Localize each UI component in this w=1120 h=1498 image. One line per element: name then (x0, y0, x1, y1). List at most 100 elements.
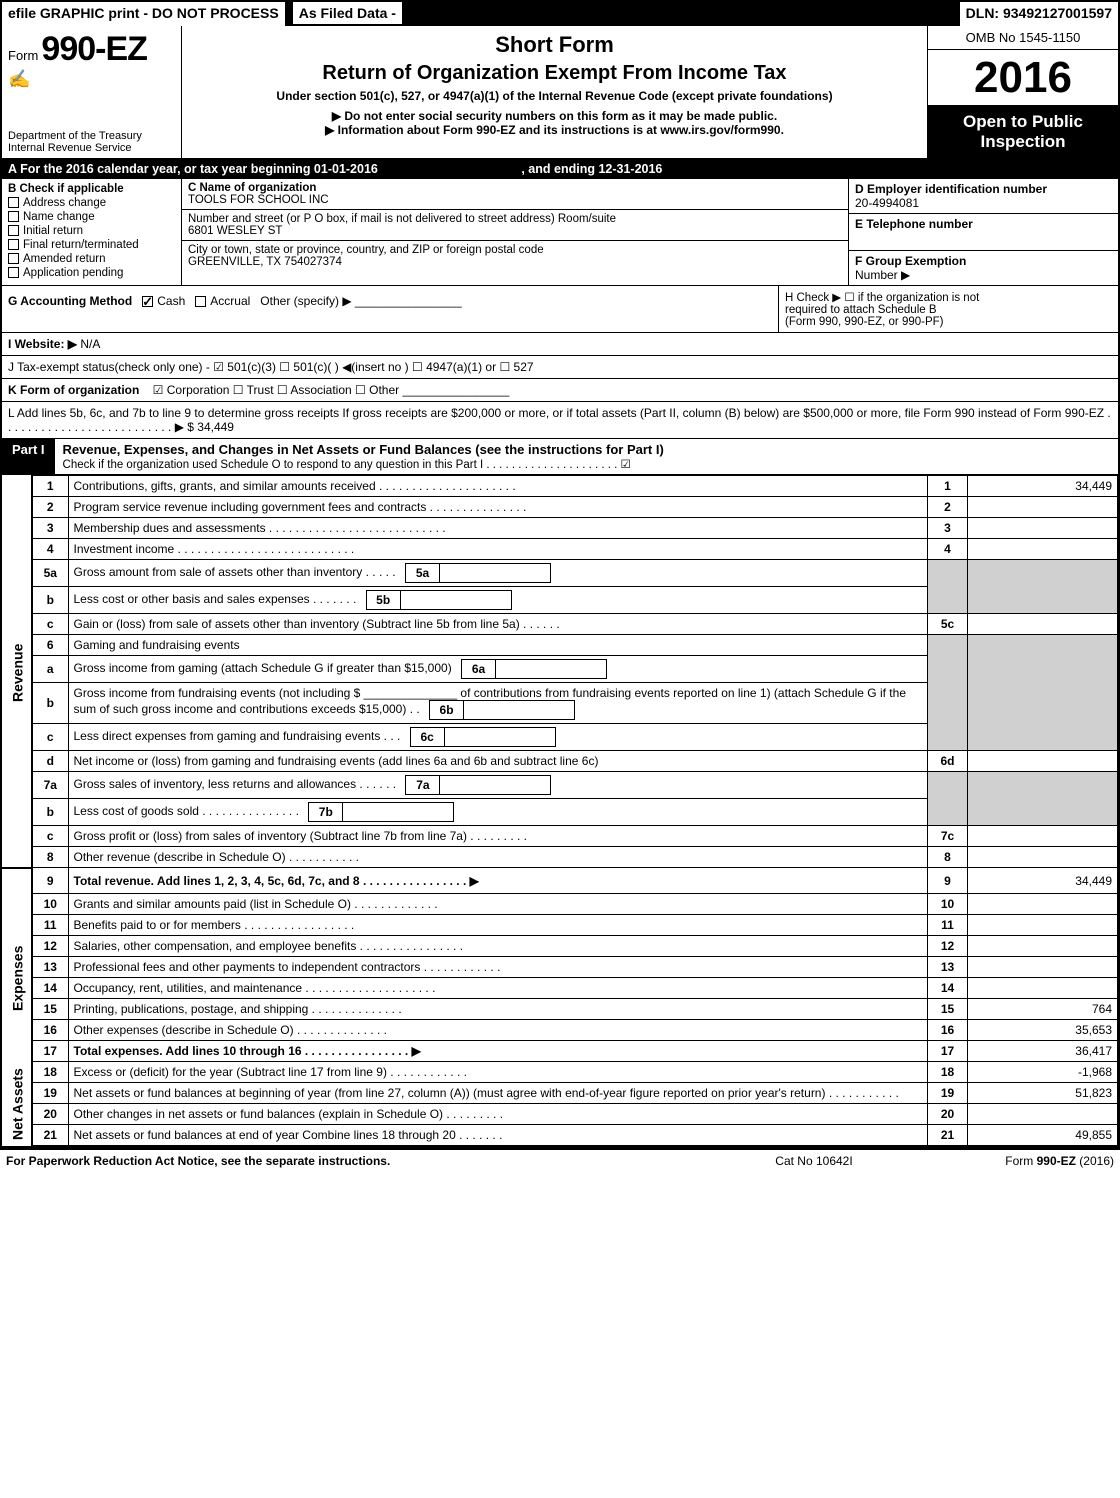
row21-amt: 49,855 (968, 1125, 1118, 1146)
row12-amt (968, 936, 1118, 957)
row6a-ival (496, 660, 606, 678)
row12-box: 12 (928, 936, 968, 957)
header-right: OMB No 1545-1150 2016 Open to Public Ins… (928, 26, 1118, 158)
row19-box: 19 (928, 1083, 968, 1104)
row17-amt: 36,417 (968, 1041, 1118, 1062)
c-name-label: C Name of organization (188, 182, 316, 194)
side-revenue: Revenue (2, 476, 32, 868)
ein-value: 20-4994081 (855, 196, 919, 210)
row6-greybox (928, 635, 968, 751)
row7b-ibox: 7b (309, 803, 343, 821)
row7a-ibox: 7a (406, 776, 440, 794)
chk-initial-return[interactable] (8, 225, 19, 236)
row6b-desc: Gross income from fundraising events (no… (68, 683, 928, 724)
chk-final-return[interactable] (8, 239, 19, 250)
row16-box: 16 (928, 1020, 968, 1041)
row5c-desc: Gain or (loss) from sale of assets other… (68, 614, 928, 635)
row11-num: 11 (32, 915, 68, 936)
row4-box: 4 (928, 539, 968, 560)
line-a: A For the 2016 calendar year, or tax yea… (2, 160, 1118, 179)
row13-amt (968, 957, 1118, 978)
open-line2: Inspection (930, 132, 1116, 152)
lbl-final-return: Final return/terminated (23, 239, 139, 251)
part-1-header: Part I Revenue, Expenses, and Changes in… (2, 439, 1118, 475)
row5b-text: Less cost or other basis and sales expen… (74, 592, 357, 606)
row10-num: 10 (32, 894, 68, 915)
row6-num: 6 (32, 635, 68, 656)
row5b-ibox: 5b (367, 591, 401, 609)
row17-desc: Total expenses. Add lines 10 through 16 … (68, 1041, 928, 1062)
row5a-num: 5a (32, 560, 68, 587)
row6b-ival (464, 701, 574, 719)
irs-label: Internal Revenue Service (8, 142, 175, 154)
row2-desc: Program service revenue including govern… (68, 497, 928, 518)
row5a-text: Gross amount from sale of assets other t… (74, 565, 396, 579)
chk-address-change[interactable] (8, 197, 19, 208)
part-1-tag: Part I (2, 439, 55, 474)
h-line3: (Form 990, 990-EZ, or 990-PF) (785, 316, 1112, 328)
part-1-table: Revenue 1 Contributions, gifts, grants, … (2, 475, 1118, 1146)
row5ab-greyamt (968, 560, 1118, 614)
row7c-amt (968, 826, 1118, 847)
row21-desc: Net assets or fund balances at end of ye… (68, 1125, 928, 1146)
row7a-text: Gross sales of inventory, less returns a… (74, 777, 397, 791)
open-line1: Open to Public (930, 112, 1116, 132)
chk-accrual[interactable] (195, 296, 206, 307)
side-rev-end (2, 868, 32, 894)
ssn-warning: ▶ Do not enter social security numbers o… (190, 109, 919, 123)
block-b-through-f: B Check if applicable Address change Nam… (2, 179, 1118, 286)
i-label: I Website: ▶ (8, 337, 77, 351)
row6d-box: 6d (928, 751, 968, 772)
section-h: H Check ▶ ☐ if the organization is not r… (778, 286, 1118, 332)
row21-num: 21 (32, 1125, 68, 1146)
row6c-desc: Less direct expenses from gaming and fun… (68, 724, 928, 751)
row5c-amt (968, 614, 1118, 635)
row7c-box: 7c (928, 826, 968, 847)
row6a-num: a (32, 656, 68, 683)
row16-amt: 35,653 (968, 1020, 1118, 1041)
chk-name-change[interactable] (8, 211, 19, 222)
row6b-ibox: 6b (430, 701, 464, 719)
section-j: J Tax-exempt status(check only one) - ☑ … (2, 356, 1118, 379)
row6d-amt (968, 751, 1118, 772)
row18-desc: Excess or (deficit) for the year (Subtra… (68, 1062, 928, 1083)
org-street: 6801 WESLEY ST (188, 225, 282, 237)
form-990ez-page: efile GRAPHIC print - DO NOT PROCESS As … (0, 0, 1120, 1148)
k-options: ☑ Corporation ☐ Trust ☐ Association ☐ Ot… (153, 383, 399, 397)
section-b: B Check if applicable Address change Nam… (2, 179, 182, 285)
row7a-num: 7a (32, 772, 68, 799)
row1-desc: Contributions, gifts, grants, and simila… (68, 476, 928, 497)
row6c-num: c (32, 724, 68, 751)
row2-num: 2 (32, 497, 68, 518)
lbl-amended-return: Amended return (23, 253, 105, 265)
chk-application-pending[interactable] (8, 267, 19, 278)
row5b-ival (401, 591, 511, 609)
e-label: E Telephone number (855, 217, 973, 231)
efile-notice: efile GRAPHIC print - DO NOT PROCESS (2, 2, 287, 26)
row6a-ibox: 6a (462, 660, 496, 678)
row11-desc: Benefits paid to or for members . . . . … (68, 915, 928, 936)
section-def: D Employer identification number 20-4994… (848, 179, 1118, 285)
lbl-name-change: Name change (23, 211, 95, 223)
row3-desc: Membership dues and assessments . . . . … (68, 518, 928, 539)
side-net-assets: Net Assets (2, 1062, 32, 1146)
row7c-num: c (32, 826, 68, 847)
chk-cash[interactable] (142, 296, 153, 307)
footer-paperwork: For Paperwork Reduction Act Notice, see … (6, 1154, 714, 1168)
f-label: F Group Exemption (855, 254, 966, 268)
row16-num: 16 (32, 1020, 68, 1041)
side-expenses: Expenses (2, 894, 32, 1062)
row4-desc: Investment income . . . . . . . . . . . … (68, 539, 928, 560)
row5b-desc: Less cost or other basis and sales expen… (68, 587, 928, 614)
row6-desc: Gaming and fundraising events (68, 635, 928, 656)
h-line2: required to attach Schedule B (785, 304, 1112, 316)
row20-box: 20 (928, 1104, 968, 1125)
row11-amt (968, 915, 1118, 936)
row18-num: 18 (32, 1062, 68, 1083)
row8-desc: Other revenue (describe in Schedule O) .… (68, 847, 928, 868)
row6c-text: Less direct expenses from gaming and fun… (74, 729, 401, 743)
row6-greyamt (968, 635, 1118, 751)
chk-amended-return[interactable] (8, 253, 19, 264)
k-label: K Form of organization (8, 383, 139, 397)
row10-desc: Grants and similar amounts paid (list in… (68, 894, 928, 915)
